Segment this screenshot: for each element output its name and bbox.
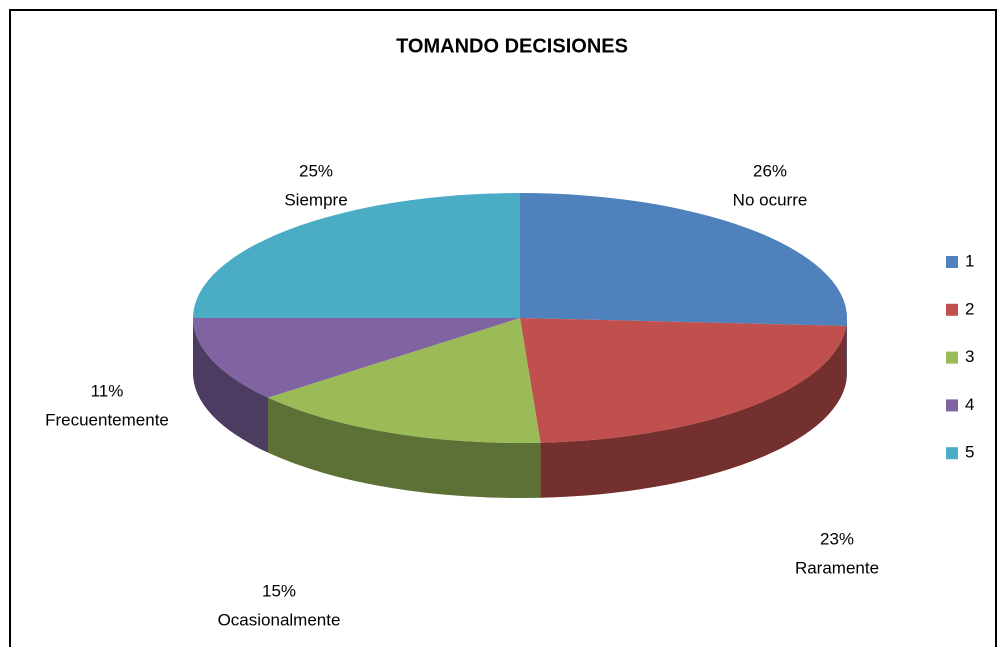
data-label-value: 23%	[820, 529, 854, 548]
legend-label: 4	[965, 395, 974, 414]
slice-side	[193, 318, 269, 453]
legend-label: 2	[965, 299, 974, 318]
legend-label: 5	[965, 443, 974, 462]
slice-side-shade	[846, 318, 848, 381]
slice	[193, 193, 520, 318]
data-label-value: 25%	[299, 161, 333, 180]
chart-title: TOMANDO DECISIONES	[396, 35, 628, 57]
data-label-name: Frecuentemente	[45, 410, 169, 429]
slice-side	[268, 397, 541, 498]
slice	[193, 318, 520, 398]
legend-label: 3	[965, 347, 974, 366]
slice	[520, 318, 847, 443]
slice-side-shade	[540, 325, 847, 498]
legend-swatch	[946, 399, 958, 412]
slice-side	[846, 318, 848, 381]
data-label-name: No ocurre	[733, 190, 808, 209]
slice-side	[540, 325, 847, 498]
legend-swatch	[946, 447, 958, 460]
legend-swatch	[946, 303, 958, 316]
slice	[520, 193, 847, 326]
data-label-name: Raramente	[795, 558, 879, 577]
data-label-value: 26%	[753, 161, 787, 180]
data-label-name: Siempre	[284, 190, 347, 209]
slice-side-shade	[268, 397, 541, 498]
legend-swatch	[946, 256, 958, 268]
data-label-value: 11%	[91, 381, 124, 400]
slice-side-shade	[193, 318, 269, 453]
data-label-value: 15%	[262, 581, 296, 600]
slice	[268, 318, 541, 443]
legend-swatch	[946, 351, 958, 364]
legend-label: 1	[965, 251, 974, 270]
data-label-name: Ocasionalmente	[218, 610, 341, 629]
